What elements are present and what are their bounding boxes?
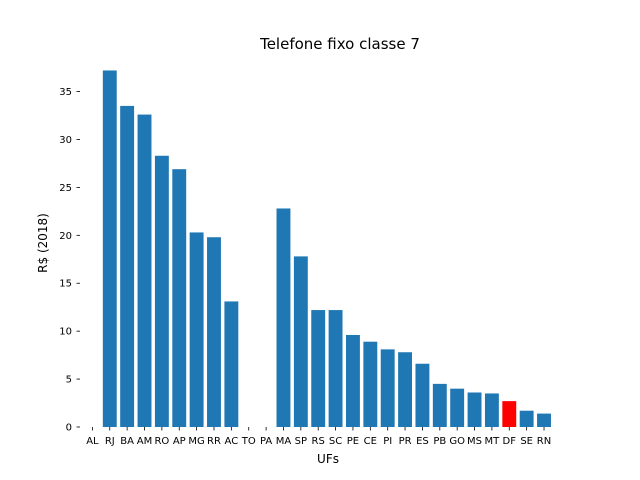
- bar-pe: [346, 334, 360, 427]
- y-axis: 0 5 10 15 20 25 30 35: [59, 87, 80, 434]
- x-tick-label: SE: [520, 436, 533, 447]
- bar-ro: [154, 155, 169, 427]
- bar-mt: [484, 393, 499, 427]
- bar-ce: [363, 341, 378, 427]
- bar-ap: [172, 169, 187, 428]
- y-tick-label: 35: [59, 87, 72, 98]
- x-tick-label: RS: [312, 436, 325, 447]
- x-tick-label: GO: [449, 436, 465, 447]
- x-tick-label: PE: [347, 436, 359, 447]
- y-tick-label: 0: [66, 423, 72, 434]
- x-tick-label: AC: [225, 436, 239, 447]
- x-tick-label: MT: [485, 436, 501, 447]
- bar-ba: [120, 105, 135, 427]
- bar-sp: [293, 256, 308, 427]
- x-tick-label: PR: [399, 436, 412, 447]
- bar-rj: [102, 70, 117, 427]
- bar-rr: [207, 237, 221, 427]
- x-tick-label: AM: [137, 436, 152, 447]
- x-tick-label: SC: [329, 436, 342, 447]
- x-tick-label: AL: [86, 436, 99, 447]
- bar-go: [450, 388, 465, 427]
- x-tick-label: RR: [207, 436, 221, 447]
- bar-rs: [311, 310, 326, 427]
- y-tick-label: 15: [59, 279, 72, 290]
- y-axis-label: R$ (2018): [36, 213, 50, 273]
- x-tick-label: PA: [260, 436, 272, 447]
- bar-sc: [328, 310, 343, 427]
- bar-am: [137, 114, 152, 428]
- x-tick-label: MA: [276, 436, 292, 447]
- x-tick-label: SP: [295, 436, 307, 447]
- bar-df: [502, 401, 517, 427]
- y-tick-label: 5: [66, 375, 72, 386]
- bar-pb: [432, 383, 447, 427]
- x-tick-label: PB: [433, 436, 446, 447]
- y-tick-label: 20: [59, 231, 72, 242]
- bar-ma: [276, 208, 291, 427]
- bars-group: [102, 70, 551, 428]
- bar-es: [415, 363, 430, 427]
- x-tick-label: MS: [467, 436, 482, 447]
- x-tick-label: RJ: [105, 436, 115, 447]
- bar-pi: [380, 349, 395, 427]
- x-tick-label: PI: [383, 436, 392, 447]
- bar-ac: [224, 301, 239, 427]
- bar-pr: [398, 352, 413, 427]
- x-tick-label: MG: [188, 436, 204, 447]
- chart-title: Telefone fixo classe 7: [259, 35, 420, 53]
- x-axis-label: UFs: [317, 452, 339, 466]
- bar-rn: [537, 413, 551, 427]
- x-axis: AL RJ BA AM RO AP MG RR AC TO PA MA SP RS SC PE CE PI PR ES…: [86, 427, 551, 447]
- x-tick-label: CE: [364, 436, 377, 447]
- x-tick-label: ES: [416, 436, 429, 447]
- x-tick-label: AP: [173, 436, 186, 447]
- y-tick-label: 10: [59, 327, 72, 338]
- x-tick-label: RN: [537, 436, 551, 447]
- x-tick-label: RO: [154, 436, 169, 447]
- y-tick-label: 30: [59, 135, 72, 146]
- x-tick-label: DF: [503, 436, 517, 447]
- bar-se: [519, 410, 534, 427]
- x-tick-label: TO: [241, 436, 256, 447]
- bar-ms: [467, 392, 482, 427]
- y-tick-label: 25: [59, 183, 72, 194]
- bar-mg: [189, 232, 204, 427]
- x-tick-label: BA: [120, 436, 134, 447]
